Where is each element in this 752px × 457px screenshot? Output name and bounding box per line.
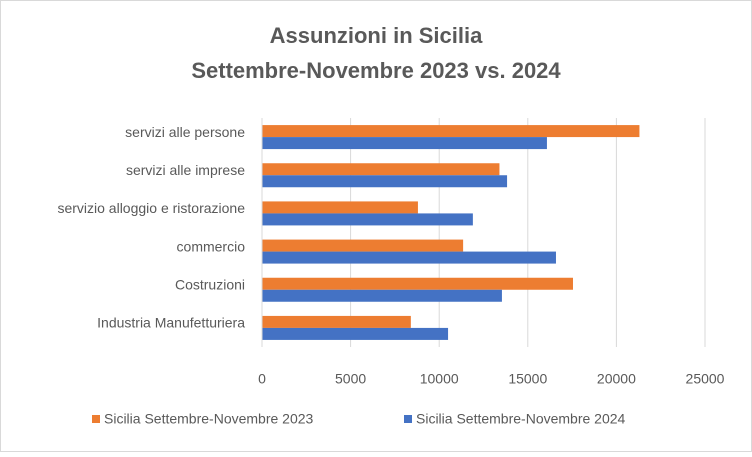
x-tick-label: 0 xyxy=(258,371,266,387)
legend-label: Sicilia Settembre-Novembre 2023 xyxy=(104,411,314,427)
bar xyxy=(262,137,547,150)
bar xyxy=(262,201,418,214)
bar xyxy=(262,315,411,328)
chart-subtitle: Settembre-Novembre 2023 vs. 2024 xyxy=(191,58,561,83)
bar xyxy=(262,239,464,252)
bar xyxy=(262,163,500,176)
y-tick-label: servizio alloggio e ristorazione xyxy=(57,200,245,216)
legend-swatch xyxy=(92,415,100,423)
bar xyxy=(262,125,640,138)
bar xyxy=(262,213,473,226)
y-tick-label: Costruzioni xyxy=(175,276,245,292)
x-tick-label: 15000 xyxy=(508,371,547,387)
bar xyxy=(262,277,573,290)
legend-swatch xyxy=(404,415,412,423)
x-tick-label: 20000 xyxy=(597,371,636,387)
y-tick-label: commercio xyxy=(177,238,246,254)
x-tick-label: 25000 xyxy=(686,371,725,387)
y-tick-label: servizi alle imprese xyxy=(126,162,245,178)
x-tick-label: 5000 xyxy=(335,371,366,387)
legend-label: Sicilia Settembre-Novembre 2024 xyxy=(416,411,626,427)
y-tick-label: Industria Manufetturiera xyxy=(97,315,245,331)
bar xyxy=(262,327,449,340)
y-tick-label: servizi alle persone xyxy=(125,124,245,140)
bar xyxy=(262,175,508,188)
chart-title: Assunzioni in Sicilia xyxy=(270,23,483,48)
bar xyxy=(262,251,556,264)
bar xyxy=(262,289,502,302)
x-tick-label: 10000 xyxy=(420,371,459,387)
